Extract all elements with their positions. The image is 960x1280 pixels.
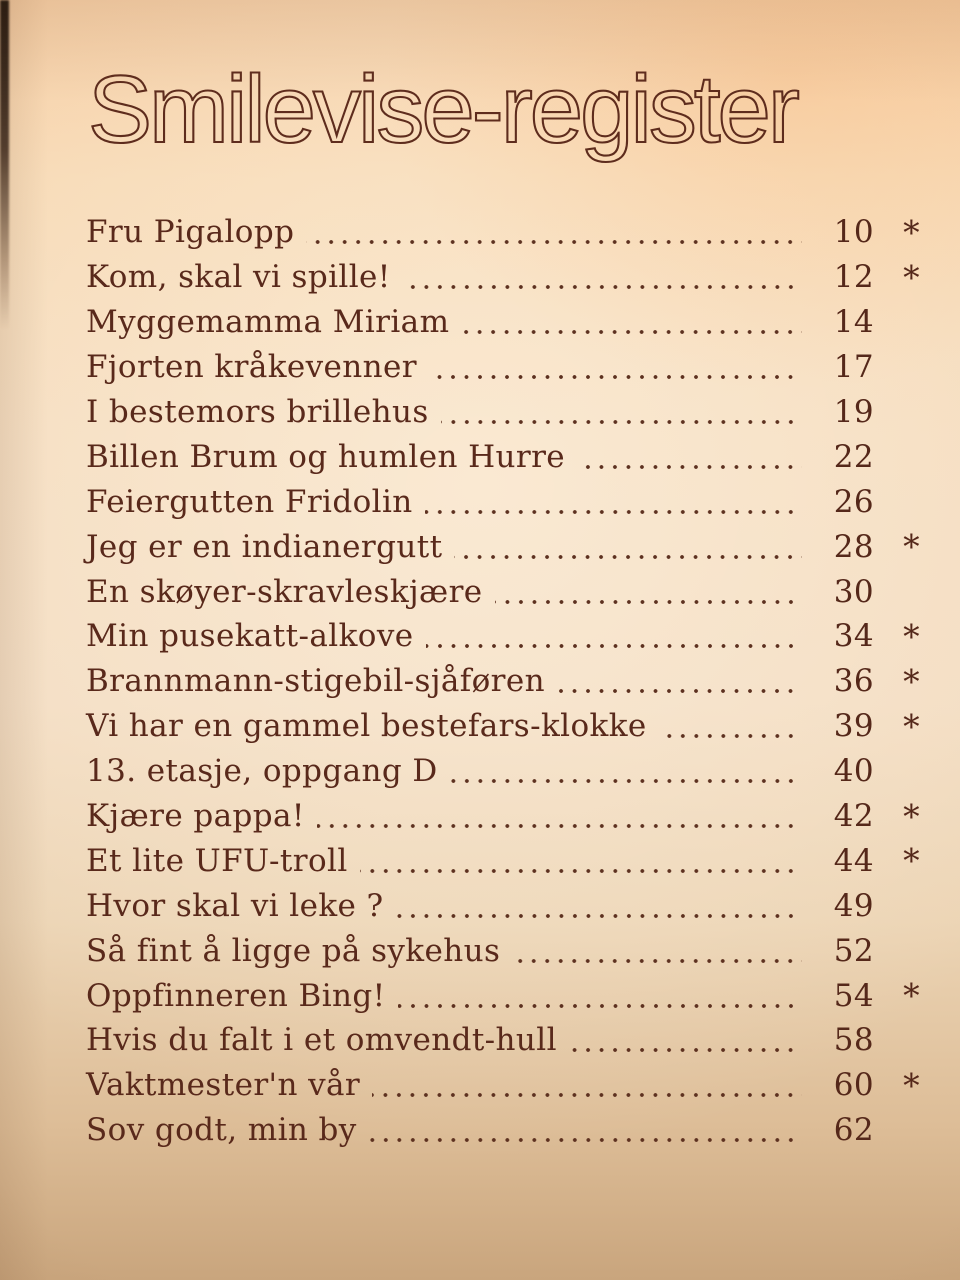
dot-leader (556, 689, 802, 694)
toc-entry-page: 12 (833, 259, 874, 296)
toc-entry-star: * (903, 661, 920, 701)
toc-entry-title: Jeg er en indianergutt (86, 528, 443, 565)
toc-entry-title: Oppfinneren Bing! (86, 977, 386, 1014)
toc-entry-title: Min pusekatt-alkove (86, 618, 414, 655)
photo-edge-shadow (0, 0, 9, 330)
toc-row: 13. etasje, oppgang D 40 (86, 749, 920, 794)
page-title: Smilevise-register (87, 56, 801, 163)
toc-entry-title: Så fint å ligge på sykehus (86, 932, 501, 969)
toc-row: Feiergutten Fridolin 26 (86, 479, 920, 524)
toc-entry-title: Vi har en gammel bestefars-klokke (86, 708, 647, 745)
dot-leader (449, 779, 802, 784)
toc-entry-page: 54 (833, 977, 874, 1014)
toc-entry-page: 10 (833, 214, 874, 251)
toc-row: Vi har en gammel bestefars-klokke 39 * (86, 704, 920, 749)
toc-entry-title: I bestemors brillehus (86, 394, 429, 430)
toc-entry-title: Myggemamma Miriam (86, 304, 450, 341)
dot-leader (316, 824, 802, 829)
dot-leader (461, 330, 802, 335)
dot-leader (395, 913, 802, 918)
dot-leader (425, 644, 802, 649)
toc-entry-page: 19 (833, 394, 874, 430)
dot-leader (577, 464, 802, 469)
dot-leader (494, 599, 802, 604)
dot-leader (359, 868, 802, 873)
toc-entry-title: Brannmann-stigebil-sjåføren (86, 663, 545, 700)
toc-row: Vaktmester'n vår 60 * (86, 1063, 920, 1108)
toc-entry-page: 62 (833, 1112, 874, 1149)
toc-entry-page: 26 (833, 483, 874, 520)
toc-list: Fru Pigalopp 10 * Kom, skal vi spille! 1… (86, 210, 920, 1153)
toc-entry-title: Billen Brum og humlen Hurre (86, 438, 566, 475)
toc-entry-title: Fru Pigalopp (86, 214, 295, 251)
dot-leader (658, 734, 802, 739)
toc-entry-page: 52 (833, 932, 874, 969)
toc-row: Et lite UFU-troll 44 * (86, 838, 920, 883)
dot-leader (397, 1003, 802, 1008)
toc-row: Oppfinneren Bing! 54 * (86, 973, 920, 1018)
dot-leader (454, 554, 802, 559)
toc-entry-title: Et lite UFU-troll (86, 842, 348, 879)
toc-entry-title: Sov godt, min by (86, 1112, 357, 1149)
toc-row: Fru Pigalopp 10 * (86, 210, 920, 255)
toc-row: Myggemamma Miriam 14 (86, 300, 920, 345)
toc-row: Kom, skal vi spille! 12 * (86, 255, 920, 300)
toc-entry-page: 42 (833, 798, 874, 835)
toc-entry-title: Hvor skal vi leke ? (86, 887, 384, 924)
toc-row: Hvis du falt i et omvendt-hull 58 (86, 1018, 920, 1063)
dot-leader (424, 509, 802, 514)
dot-leader (372, 1093, 802, 1098)
toc-entry-star: * (903, 1065, 920, 1105)
toc-entry-page: 14 (833, 304, 874, 341)
toc-entry-page: 39 (833, 708, 874, 745)
toc-entry-page: 44 (833, 842, 874, 879)
toc-row: En skøyer-skravleskjære 30 (86, 569, 920, 614)
toc-entry-page: 28 (833, 528, 874, 565)
dot-leader (429, 375, 802, 380)
toc-entry-star: * (903, 616, 920, 656)
dot-leader (568, 1048, 802, 1053)
toc-entry-title: Kjære pappa! (86, 798, 305, 835)
toc-entry-page: 30 (833, 573, 874, 610)
toc-entry-star: * (903, 212, 920, 252)
toc-entry-page: 17 (833, 349, 874, 386)
dot-leader (440, 420, 802, 424)
toc-entry-star: * (903, 841, 920, 881)
toc-entry-title: Hvis du falt i et omvendt-hull (86, 1022, 557, 1059)
toc-entry-title: Vaktmester'n vår (86, 1067, 361, 1104)
toc-entry-title: Kom, skal vi spille! (86, 259, 391, 296)
toc-row: Min pusekatt-alkove 34 * (86, 614, 920, 659)
toc-entry-star: * (903, 257, 920, 297)
toc-row: Jeg er en indianergutt 28 * (86, 524, 920, 569)
toc-entry-title: Feiergutten Fridolin (86, 483, 413, 520)
toc-row: Hvor skal vi leke ? 49 (86, 883, 920, 928)
toc-entry-star: * (903, 706, 920, 746)
toc-entry-star: * (903, 976, 920, 1016)
dot-leader (368, 1138, 802, 1143)
toc-row: Sov godt, min by 62 (86, 1108, 920, 1153)
dot-leader (402, 285, 802, 290)
toc-row: Brannmann-stigebil-sjåføren 36 * (86, 659, 920, 704)
toc-entry-page: 49 (833, 887, 874, 924)
toc-entry-page: 36 (833, 663, 874, 700)
toc-entry-page: 34 (833, 618, 874, 655)
toc-entry-page: 40 (833, 753, 874, 790)
toc-entry-title: En skøyer-skravleskjære (86, 573, 483, 610)
toc-row: Så fint å ligge på sykehus 52 (86, 928, 920, 973)
toc-entry-star: * (903, 796, 920, 836)
toc-row: Billen Brum og humlen Hurre 22 (86, 434, 920, 479)
toc-row: Kjære pappa! 42 * (86, 794, 920, 839)
toc-entry-page: 58 (833, 1022, 874, 1059)
toc-row: Fjorten kråkevenner 17 (86, 345, 920, 390)
toc-row: I bestemors brillehus 19 (86, 390, 920, 435)
dot-leader (306, 240, 802, 245)
toc-entry-title: Fjorten kråkevenner (86, 349, 417, 386)
toc-entry-star: * (903, 527, 920, 567)
toc-entry-page: 60 (833, 1067, 874, 1104)
toc-entry-page: 22 (833, 438, 874, 475)
toc-entry-title: 13. etasje, oppgang D (86, 753, 438, 790)
dot-leader (512, 958, 802, 963)
